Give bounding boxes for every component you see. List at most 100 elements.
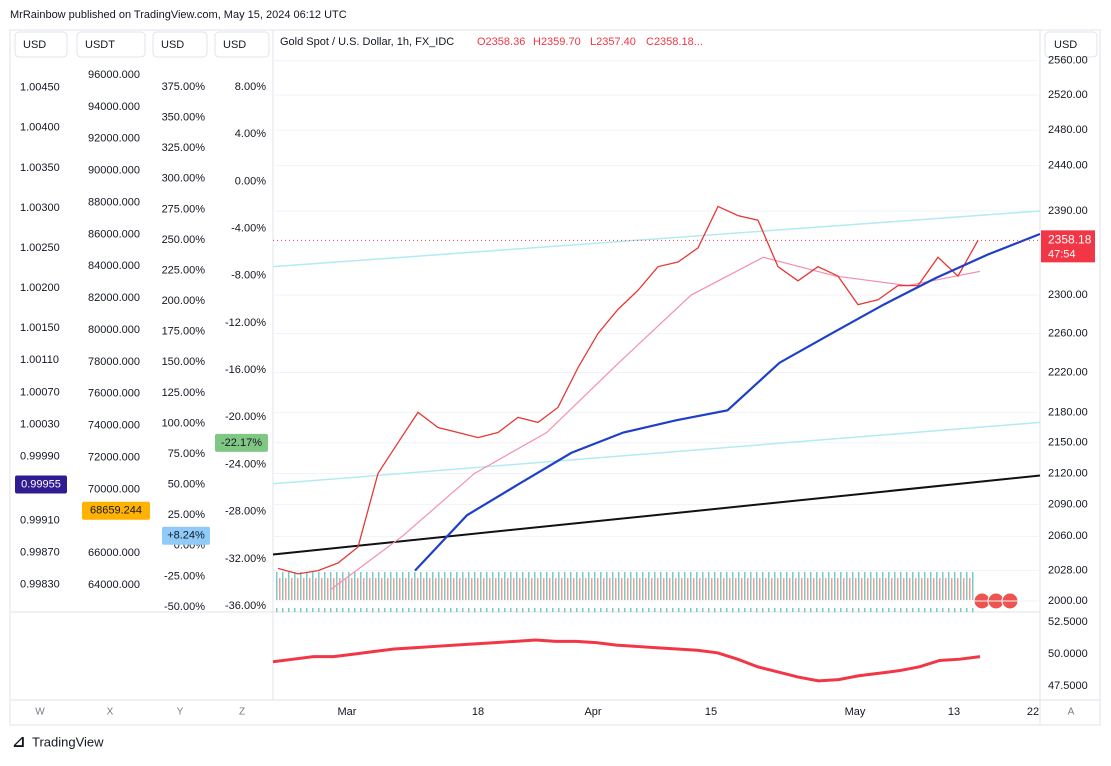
- scale-highlight-label: 0.99955: [21, 478, 61, 490]
- scale-tick-label: 0.00%: [235, 175, 266, 187]
- scale-tick-label: -8.00%: [231, 270, 266, 282]
- scale-tick-label: 100.00%: [162, 417, 206, 429]
- scale-tick-label: 125.00%: [162, 387, 206, 399]
- currency-button[interactable]: [214, 31, 270, 58]
- price-tick-label: 2150.00: [1048, 437, 1088, 449]
- time-label: Mar: [338, 706, 357, 718]
- price-tick-label: 2180.00: [1048, 406, 1088, 418]
- scale-tick-label: -16.00%: [225, 364, 266, 376]
- currency[interactable]: USDT: [85, 39, 115, 51]
- scale-highlight-label: 68659.244: [90, 505, 142, 517]
- time-label: 15: [705, 706, 717, 718]
- price-tick-label: 2520.00: [1048, 89, 1088, 101]
- logo: ⊿: [12, 734, 25, 751]
- scale-tick-label: 90000.000: [88, 165, 140, 177]
- currency-button[interactable]: [152, 31, 208, 58]
- scale-highlight: [82, 501, 150, 520]
- time-label: Apr: [584, 706, 601, 718]
- trendline: [272, 474, 1041, 556]
- legend-low: L2357.40: [590, 36, 636, 48]
- scale-tick-label: 66000.000: [88, 547, 140, 559]
- scale-tick-label: 250.00%: [162, 234, 206, 246]
- scale-tick-label: 75.00%: [168, 448, 206, 460]
- scale-tick-label: -36.00%: [225, 600, 266, 612]
- scale-tick-label: -50.00%: [164, 601, 205, 613]
- scale-tick-label: 300.00%: [162, 173, 206, 185]
- currency-button[interactable]: [14, 31, 68, 58]
- trendline: [272, 210, 1041, 268]
- price-tick-label: 2120.00: [1048, 467, 1088, 479]
- scale-tick-label: 150.00%: [162, 356, 206, 368]
- price-tick-label: 2000.00: [1048, 595, 1088, 607]
- publisher: MrRainbow published on TradingView.com, …: [10, 9, 347, 21]
- scale-tick-label: 74000.000: [88, 420, 140, 432]
- scale-tick-label: -32.00%: [225, 553, 266, 565]
- scale-button[interactable]: X: [107, 707, 114, 718]
- price-tick-label: 2220.00: [1048, 366, 1088, 378]
- frame: [9, 29, 1101, 726]
- currency[interactable]: USD: [161, 39, 184, 51]
- scale-button[interactable]: A: [1068, 707, 1075, 718]
- scale-button[interactable]: Y: [177, 707, 184, 718]
- price-tick-label: 2090.00: [1048, 499, 1088, 511]
- scale-tick-label: 86000.000: [88, 228, 140, 240]
- scale-tick-label: 25.00%: [168, 509, 206, 521]
- legend-open: O2358.36: [477, 36, 525, 48]
- scale-tick-label: 70000.000: [88, 483, 140, 495]
- currency-button[interactable]: [1044, 31, 1098, 58]
- currency[interactable]: USD: [23, 39, 46, 51]
- time-label: 13: [948, 706, 960, 718]
- scale-tick-label: -12.00%: [225, 317, 266, 329]
- scale-tick-label: 8.00%: [235, 81, 266, 93]
- price-tick-label: 2060.00: [1048, 530, 1088, 542]
- ma-short: [329, 256, 981, 591]
- osc-tick-label: 47.5000: [1048, 680, 1088, 692]
- scale-tick-label: 0.99990: [20, 450, 60, 462]
- legend-symbol: Gold Spot / U.S. Dollar, 1h, FX_IDC: [280, 36, 454, 48]
- scale-tick-label: -25.00%: [164, 570, 205, 582]
- scale-tick-label: -24.00%: [225, 458, 266, 470]
- price-tick-label: 2260.00: [1048, 327, 1088, 339]
- scale-highlight: [215, 433, 268, 452]
- scale-tick-label: 350.00%: [162, 112, 206, 124]
- time-label: 22: [1027, 706, 1039, 718]
- scale-tick-label: 78000.000: [88, 356, 140, 368]
- countdown: 47:54: [1048, 248, 1076, 260]
- scale-tick-label: -20.00%: [225, 411, 266, 423]
- scale-tick-label: 96000.000: [88, 69, 140, 81]
- scale-tick-label: 1.00400: [20, 122, 60, 134]
- last-price-label: 2358.18: [1048, 233, 1092, 247]
- scale-tick-label: 1.00350: [20, 162, 60, 174]
- scale-tick-label: 325.00%: [162, 142, 206, 154]
- scale-highlight-label: +8.24%: [167, 530, 205, 542]
- scale-tick-label: 92000.000: [88, 133, 140, 145]
- currency-button[interactable]: [76, 31, 146, 58]
- currency[interactable]: USD: [223, 39, 246, 51]
- scale-highlight-label: -22.17%: [221, 437, 262, 449]
- scale-tick-label: 1.00070: [20, 386, 60, 398]
- scale-button[interactable]: W: [35, 707, 45, 718]
- scale-tick-label: -28.00%: [225, 506, 266, 518]
- scale-tick-label: 1.00150: [20, 322, 60, 334]
- scale-tick-label: 94000.000: [88, 101, 140, 113]
- osc-tick-label: 50.0000: [1048, 648, 1088, 660]
- osc-line: [272, 638, 981, 683]
- price-tick-label: 2028.00: [1048, 564, 1088, 576]
- currency[interactable]: USD: [1054, 39, 1077, 51]
- scale-tick-label: 82000.000: [88, 292, 140, 304]
- trendline: [272, 421, 1041, 485]
- scale-tick-label: 4.00%: [235, 128, 266, 140]
- scale-tick-label: 1.00030: [20, 418, 60, 430]
- price-tick-label: 2560.00: [1048, 54, 1088, 66]
- scale-tick-label: 80000.000: [88, 324, 140, 336]
- time-label: May: [845, 706, 866, 718]
- scale-button[interactable]: Z: [239, 707, 245, 718]
- scale-tick-label: 72000.000: [88, 451, 140, 463]
- scale-tick-label: 375.00%: [162, 81, 206, 93]
- scale-tick-label: 275.00%: [162, 203, 206, 215]
- scale-tick-label: 76000.000: [88, 388, 140, 400]
- scale-tick-label: 0.99830: [20, 579, 60, 591]
- scale-tick-label: 200.00%: [162, 295, 206, 307]
